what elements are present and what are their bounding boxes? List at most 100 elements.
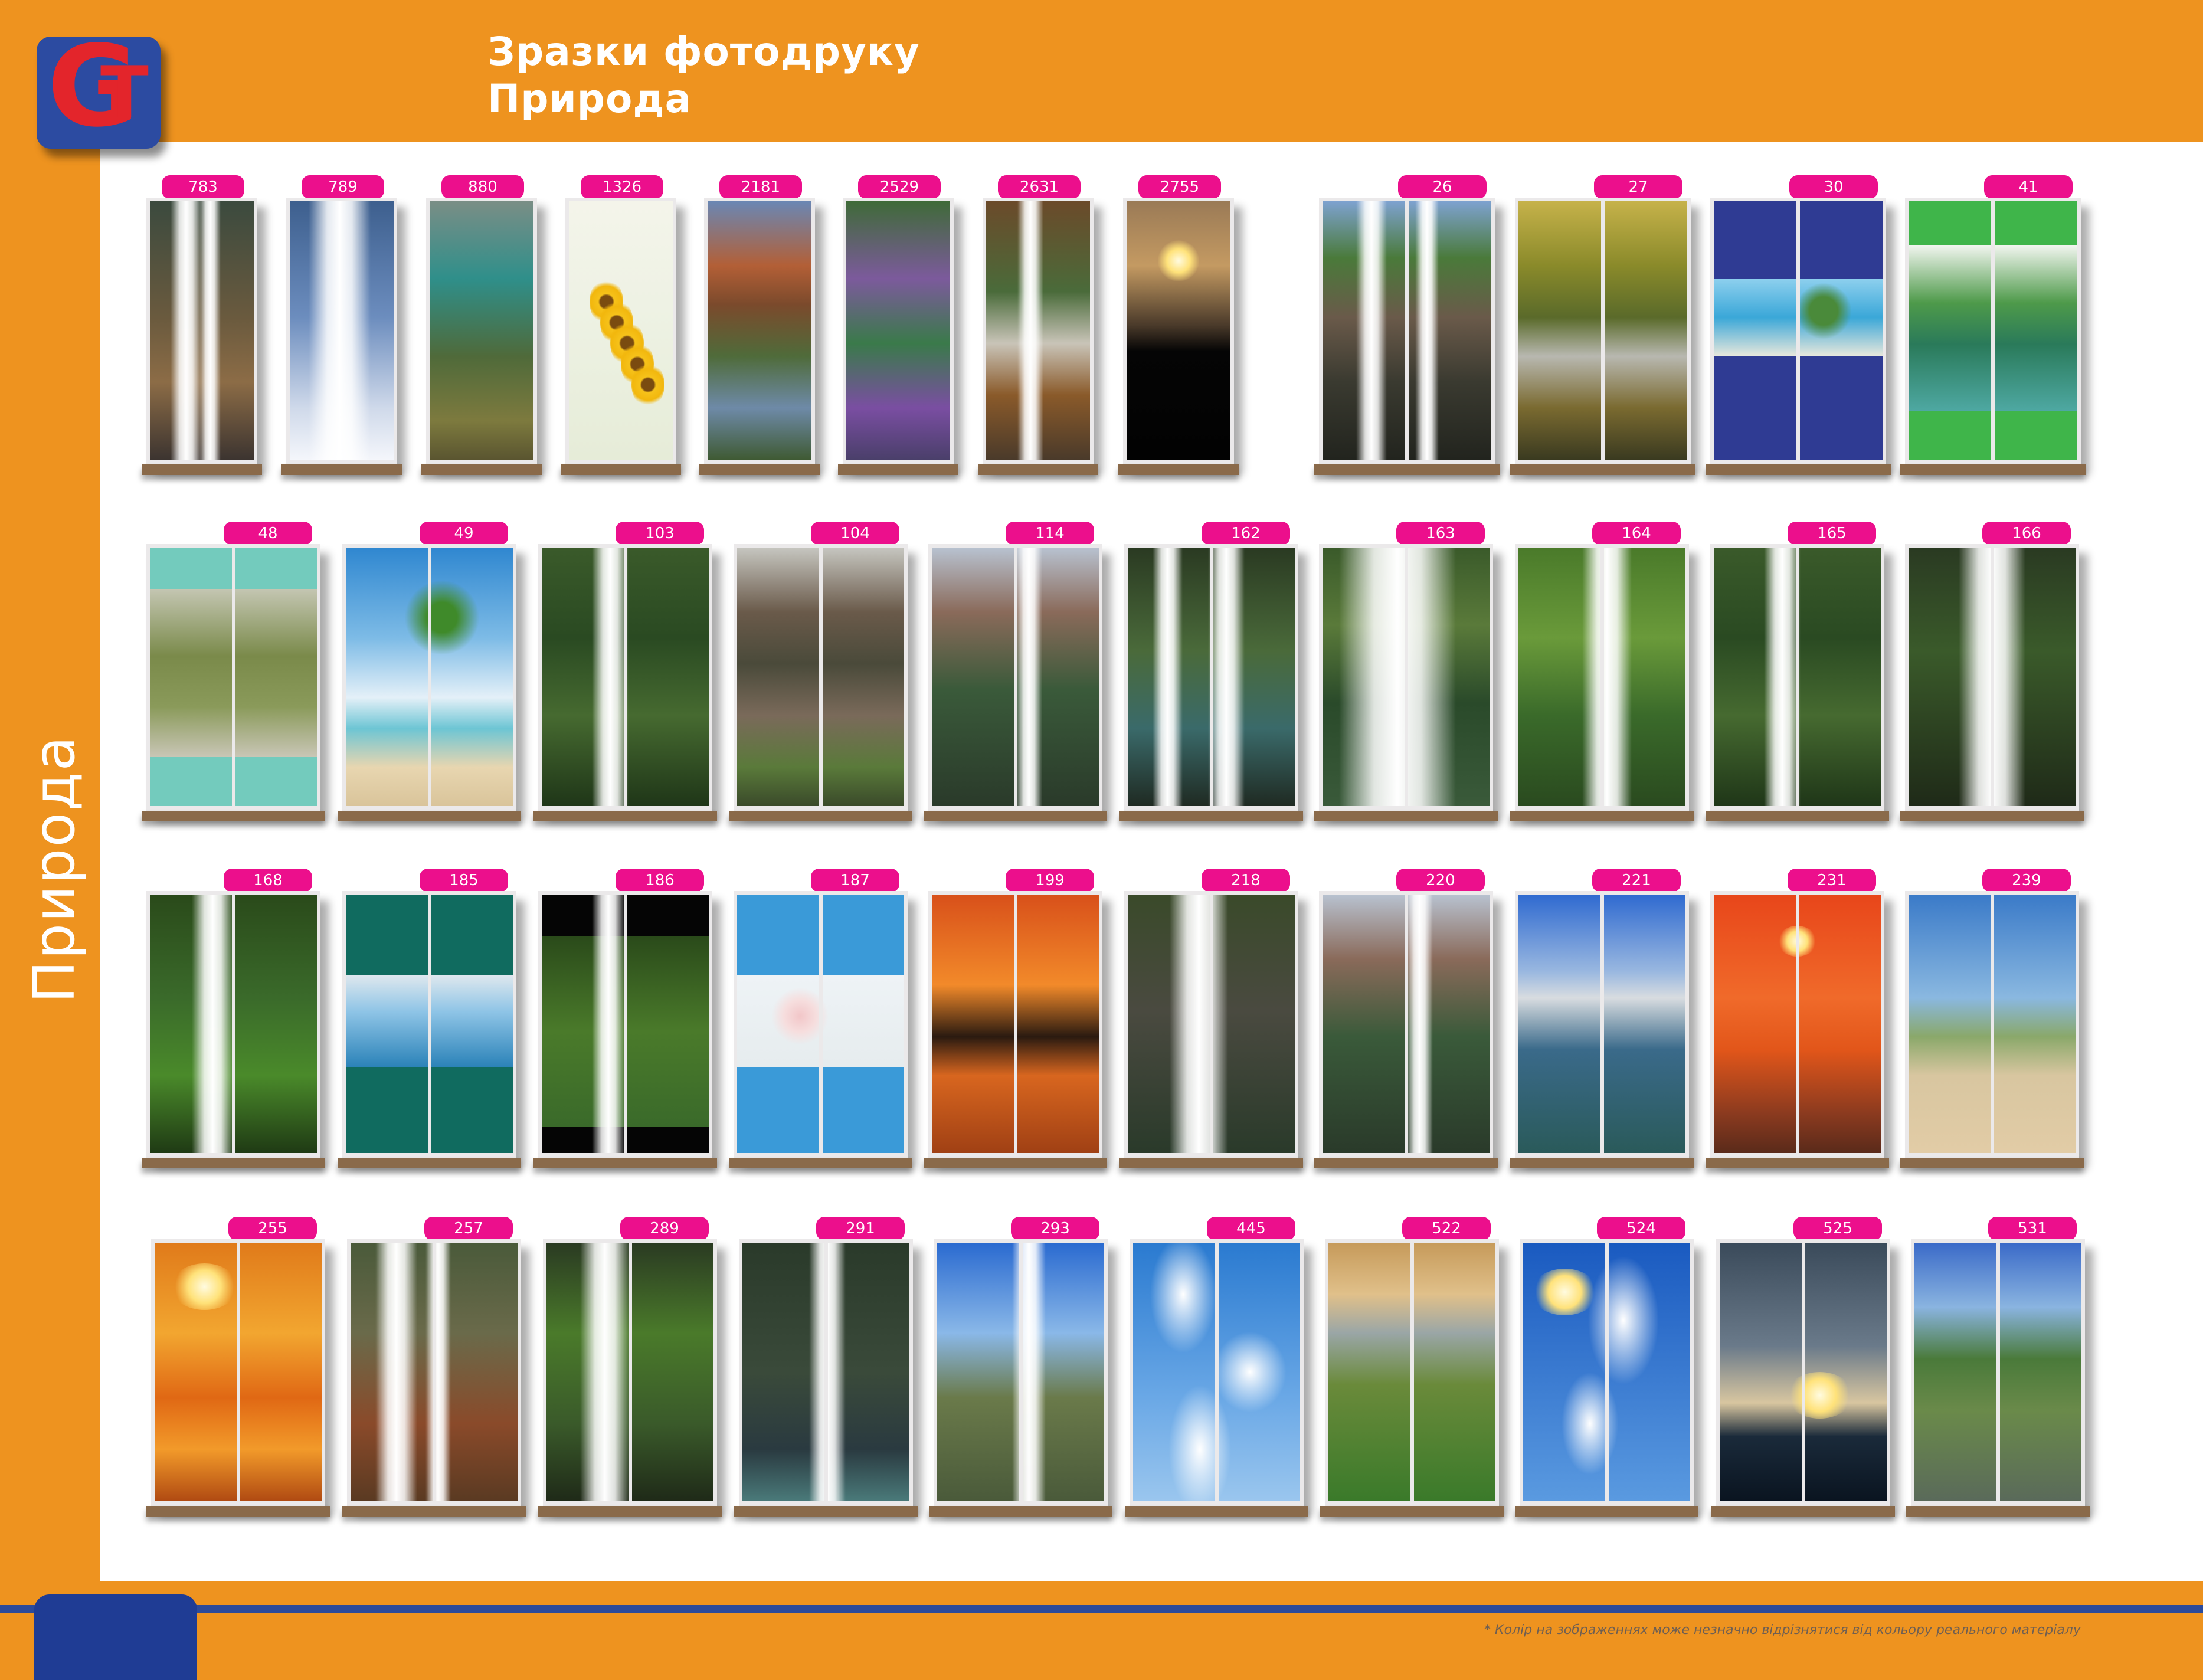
sample-code-badge: 103 — [616, 522, 704, 545]
wardrobe-sample[interactable]: 26 — [1314, 175, 1500, 475]
wardrobe-sample[interactable]: 522 — [1320, 1217, 1504, 1517]
wardrobe-plinth — [729, 811, 912, 821]
wardrobe-sample[interactable]: 880 — [421, 175, 542, 475]
page-title-line2: Природа — [487, 76, 692, 122]
wardrobe-door-print — [1124, 891, 1298, 1159]
wardrobe-plinth — [1320, 1506, 1504, 1517]
wardrobe-sample[interactable]: 187 — [729, 869, 912, 1168]
wardrobe-sample[interactable]: 185 — [338, 869, 521, 1168]
wardrobe-sample[interactable]: 239 — [1900, 869, 2084, 1168]
wardrobe-door-print — [1716, 1239, 1890, 1507]
wardrobe-sample[interactable]: 218 — [1119, 869, 1303, 1168]
wardrobe-sample[interactable]: 2181 — [699, 175, 820, 475]
wardrobe-plinth — [1510, 464, 1695, 475]
wardrobe-sample[interactable]: 30 — [1706, 175, 1891, 475]
wardrobe-door-print — [843, 198, 954, 466]
wardrobe-door-print — [1520, 1239, 1694, 1507]
wardrobe-door-print — [1905, 891, 2079, 1159]
wardrobe-sample[interactable]: 445 — [1125, 1217, 1308, 1517]
wardrobe-sample[interactable]: 1326 — [561, 175, 681, 475]
wardrobe-sample[interactable]: 104 — [729, 522, 912, 821]
sample-code-badge: 218 — [1202, 869, 1290, 892]
wardrobe-door-print — [983, 198, 1094, 466]
sample-code-badge: 163 — [1396, 522, 1485, 545]
header-band — [0, 0, 2203, 142]
wardrobe-sample[interactable]: 186 — [533, 869, 717, 1168]
wardrobe-sample[interactable]: 162 — [1119, 522, 1303, 821]
wardrobe-door-print — [1319, 544, 1493, 812]
sample-code-badge: 49 — [420, 522, 508, 545]
wardrobe-door-print — [928, 544, 1102, 812]
wardrobe-sample[interactable]: 168 — [142, 869, 325, 1168]
wardrobe-plinth — [1515, 1506, 1698, 1517]
sample-code-badge: 168 — [224, 869, 312, 892]
wardrobe-sample[interactable]: 103 — [533, 522, 717, 821]
wardrobe-plinth — [142, 811, 325, 821]
door-seam — [1996, 1243, 2000, 1501]
wardrobe-sample[interactable]: 48 — [142, 522, 325, 821]
wardrobe-plinth — [146, 1506, 330, 1517]
wardrobe-sample[interactable]: 231 — [1706, 869, 1889, 1168]
wardrobe-sample[interactable]: 166 — [1900, 522, 2084, 821]
wardrobe-door-print — [538, 891, 712, 1159]
door-seam — [824, 1243, 828, 1501]
wardrobe-door-print — [538, 544, 712, 812]
sample-code-badge: 525 — [1793, 1217, 1882, 1240]
wardrobe-sample[interactable]: 257 — [342, 1217, 526, 1517]
sample-code-badge: 524 — [1597, 1217, 1685, 1240]
wardrobe-sample[interactable]: 2755 — [1118, 175, 1239, 475]
wardrobe-sample[interactable]: 2631 — [978, 175, 1098, 475]
wardrobe-sample[interactable]: 531 — [1906, 1217, 2090, 1517]
wardrobe-sample[interactable]: 2529 — [838, 175, 958, 475]
wardrobe-plinth — [533, 811, 717, 821]
sample-code-badge: 239 — [1982, 869, 2071, 892]
wardrobe-door-print — [342, 891, 516, 1159]
wardrobe-sample[interactable]: 41 — [1900, 175, 2086, 475]
wardrobe-plinth — [533, 1158, 717, 1168]
wardrobe-door-print — [1124, 544, 1298, 812]
door-seam — [1795, 895, 1799, 1153]
wardrobe-sample[interactable]: 291 — [734, 1217, 918, 1517]
wardrobe-door-print — [1710, 544, 1884, 812]
wardrobe-sample[interactable]: 114 — [924, 522, 1107, 821]
wardrobe-plinth — [734, 1506, 918, 1517]
wardrobe-door-print — [146, 891, 320, 1159]
sample-code-badge: 2755 — [1138, 175, 1221, 199]
wardrobe-plinth — [1125, 1506, 1308, 1517]
wardrobe-door-print — [151, 1239, 325, 1507]
wardrobe-door-print — [739, 1239, 913, 1507]
wardrobe-plinth — [142, 464, 262, 475]
wardrobe-sample[interactable]: 199 — [924, 869, 1107, 1168]
page-title: Зразки фотодруку Природа — [487, 28, 920, 123]
wardrobe-plinth — [1314, 811, 1498, 821]
sample-code-badge: 445 — [1207, 1217, 1295, 1240]
wardrobe-sample[interactable]: 293 — [929, 1217, 1112, 1517]
door-seam — [628, 1243, 632, 1501]
wardrobe-sample[interactable]: 164 — [1510, 522, 1694, 821]
wardrobe-sample[interactable]: 525 — [1711, 1217, 1895, 1517]
wardrobe-plinth — [338, 1158, 521, 1168]
wardrobe-door-print — [1911, 1239, 2085, 1507]
wardrobe-sample[interactable]: 255 — [146, 1217, 330, 1517]
wardrobe-door-print — [1710, 198, 1886, 466]
wardrobe-sample[interactable]: 165 — [1706, 522, 1889, 821]
wardrobe-sample[interactable]: 163 — [1314, 522, 1498, 821]
door-seam — [236, 1243, 240, 1501]
wardrobe-sample[interactable]: 221 — [1510, 869, 1694, 1168]
wardrobe-plinth — [1900, 811, 2084, 821]
wardrobe-sample[interactable]: 220 — [1314, 869, 1498, 1168]
wardrobe-sample[interactable]: 524 — [1515, 1217, 1698, 1517]
sample-code-badge: 783 — [162, 175, 244, 199]
wardrobe-door-print — [734, 544, 908, 812]
wardrobe-sample[interactable]: 27 — [1510, 175, 1695, 475]
door-seam — [1991, 201, 1995, 460]
wardrobe-plinth — [1711, 1506, 1895, 1517]
wardrobe-sample[interactable]: 789 — [281, 175, 402, 475]
wardrobe-sample[interactable]: 783 — [142, 175, 262, 475]
door-seam — [1796, 201, 1800, 460]
door-seam — [432, 1243, 436, 1501]
wardrobe-sample[interactable]: 49 — [338, 522, 521, 821]
wardrobe-door-print — [1123, 198, 1234, 466]
wardrobe-sample[interactable]: 289 — [538, 1217, 722, 1517]
wardrobe-plinth — [699, 464, 820, 475]
